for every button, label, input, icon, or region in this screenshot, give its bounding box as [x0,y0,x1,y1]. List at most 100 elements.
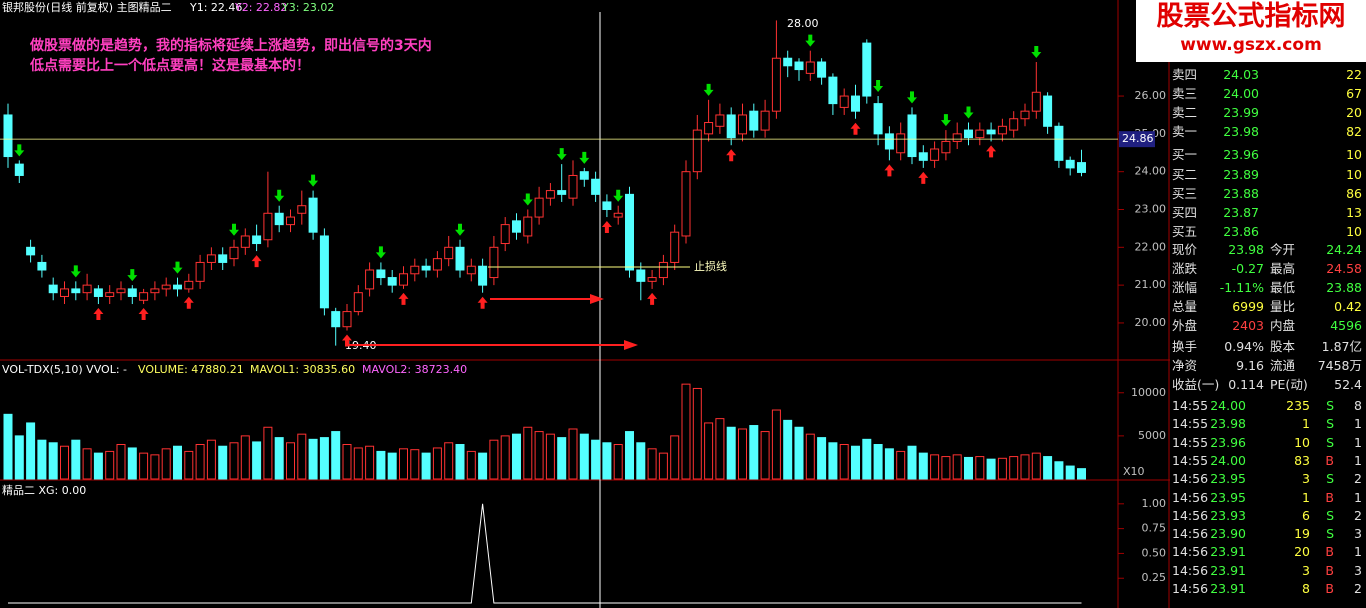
volume-bar [478,452,488,480]
y-tick-label: 23.00 [1135,202,1167,215]
candle-body [150,288,160,294]
trade-volume: 3 [1302,471,1310,487]
volume-bar [545,433,555,480]
volume-bar [726,426,736,480]
volume-bar [557,437,567,480]
candle-body [26,246,36,256]
chart-title: 银邦股份(日线 前复权) 主图精品二 [2,0,172,14]
volume-bar [240,435,250,480]
volume-bar [1031,452,1041,480]
quote-row: 现价 23.98 今开 24.24 [1172,241,1364,259]
trade-price: 23.91 [1210,581,1246,596]
candle-body [817,61,827,78]
volume-bar [376,450,386,480]
volume-bar [647,448,657,480]
order-volume: 10 [1346,166,1362,182]
candle-body [647,277,657,282]
volume-bar [308,438,318,480]
signal-line [8,503,1082,604]
quote-label: 总量 [1172,299,1198,314]
trade-row: 14:56 23.95 3 S 2 [1172,470,1364,488]
quote-label: 涨幅 [1172,280,1198,295]
buy-signal [884,164,895,177]
candle-body [161,284,171,290]
candle-body [828,76,838,105]
candle-body [534,197,544,218]
high-label: 28.00 [787,17,819,30]
volume-bar [805,433,815,480]
volume-bar [579,433,589,480]
order-row: 卖三 24.00 67 [1172,85,1364,103]
candle-body [455,246,465,271]
volume-bar [715,418,725,480]
volume-bar [161,448,171,480]
sell-signal [805,34,816,47]
quote-value: 24.58 [1326,261,1362,276]
volume-bar [602,442,612,480]
stat-value: 52.4 [1334,377,1362,392]
candle-body [986,129,996,135]
volume-bar [150,454,160,480]
arrow-head [624,340,638,350]
volume-bar [1065,465,1075,480]
candle-body [432,258,442,271]
volume-bar [353,447,363,480]
candle-body [410,265,420,275]
arrows [348,294,638,350]
quote-label: 外盘 [1172,318,1198,333]
quote-value: 2403 [1232,318,1264,333]
volume-bar [930,454,940,480]
volume-bar [342,444,352,480]
order-price: 24.00 [1223,86,1259,102]
candle-body [512,220,521,233]
trade-price: 23.90 [1210,526,1246,542]
candle-body [14,163,24,176]
candle-body [760,110,770,131]
quote-label: 最低 [1270,280,1296,295]
candle-body [331,311,341,328]
order-side: 买二 [1172,166,1198,182]
volume-bar [1020,454,1030,480]
volume-bar [14,435,24,480]
candle-body [1020,110,1030,120]
candle-body [873,103,883,135]
quote-value: 0.42 [1334,299,1362,314]
trade-side: B [1325,544,1334,560]
order-row: 买三 23.88 86 [1172,185,1364,203]
trade-price: 24.00 [1210,452,1246,468]
buy-signal [918,171,929,184]
volume-bar [365,445,375,480]
trade-row: 14:56 23.90 19 S 3 [1172,525,1364,543]
candle-body [93,288,103,297]
volume-bar [127,447,137,480]
stat-row: 收益(一) 0.114 PE(动) 52.4 [1172,376,1364,394]
logo-url: www.gszx.com [1180,35,1322,55]
candle-body [918,152,928,161]
order-row: 卖二 23.99 20 [1172,104,1364,122]
buy-signal [398,292,409,305]
candle-body [636,269,646,282]
order-row: 买四 23.87 13 [1172,204,1364,222]
volume-bar [274,437,284,480]
volume-bar [48,442,58,480]
trade-row: 14:55 24.00 83 B 1 [1172,452,1364,470]
candle-body [545,190,555,199]
trade-row: 14:55 24.00 235 S 8 [1172,397,1364,415]
trade-volume: 83 [1294,452,1310,468]
trade-count: 3 [1354,562,1362,578]
volume-bar [986,458,996,480]
sell-signal [873,80,884,93]
sell-signal [172,261,183,274]
trade-side: S [1326,398,1334,413]
order-side: 买四 [1172,204,1198,220]
volume-bar [873,444,883,480]
quote-value: 24.24 [1326,242,1362,257]
candle-body [1054,125,1064,161]
buy-signal [986,145,997,158]
candle-body [116,288,126,294]
legend-text: Y1: 22.46 [189,1,242,14]
volume-bar [681,383,691,480]
quote-value: -0.27 [1231,261,1264,276]
sell-signal [556,148,567,161]
candle-body [557,190,567,195]
